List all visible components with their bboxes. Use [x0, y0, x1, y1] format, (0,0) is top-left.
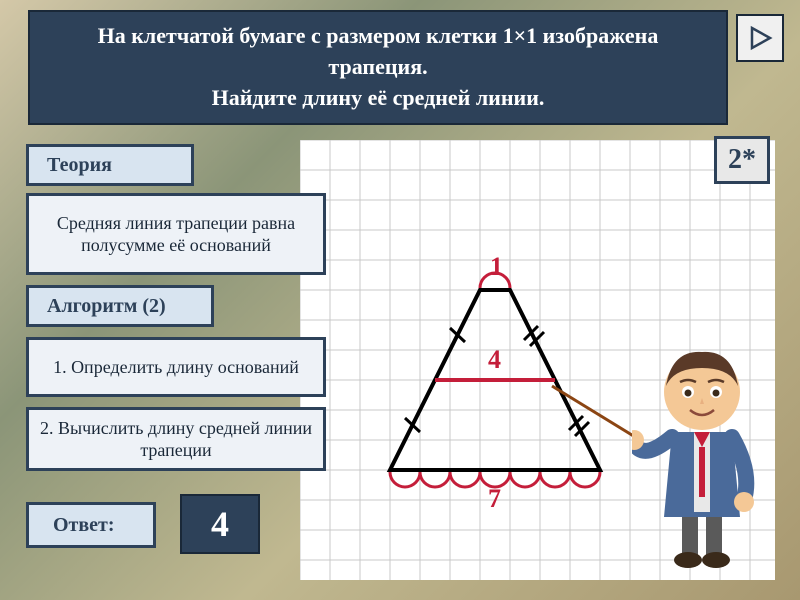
answer-value: 4 [211, 503, 229, 545]
difficulty-value: 2* [728, 144, 756, 176]
algorithm-button[interactable]: Алгоритм (2) [26, 285, 214, 327]
problem-header: На клетчатой бумаге с размером клетки 1×… [28, 10, 728, 125]
problem-text: На клетчатой бумаге с размером клетки 1×… [60, 21, 696, 113]
step-2-text: 2. Вычислить длину средней линии трапеци… [37, 417, 315, 462]
difficulty-badge: 2* [714, 136, 770, 184]
step-1: 1. Определить длину оснований [26, 337, 326, 397]
answer-button[interactable]: Ответ: [26, 502, 156, 548]
theory-label: Теория [47, 154, 112, 177]
label-midline: 4 [488, 345, 501, 375]
answer-label: Ответ: [53, 514, 115, 537]
step-2: 2. Вычислить длину средней линии трапеци… [26, 407, 326, 471]
theory-content: Средняя линия трапеции равна полусумме е… [35, 212, 317, 257]
play-icon [746, 24, 774, 52]
answer-value-box: 4 [180, 494, 260, 554]
theory-button[interactable]: Теория [26, 144, 194, 186]
theory-text: Средняя линия трапеции равна полусумме е… [26, 193, 326, 275]
play-button[interactable] [736, 14, 784, 62]
label-top-base: 1 [490, 252, 503, 282]
step-1-text: 1. Определить длину оснований [53, 356, 299, 379]
algorithm-label: Алгоритм (2) [47, 295, 166, 318]
label-bottom-base: 7 [488, 484, 501, 514]
teacher-character [632, 332, 772, 572]
